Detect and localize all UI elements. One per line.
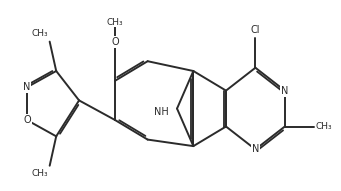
Text: O: O: [111, 37, 119, 47]
Text: CH₃: CH₃: [107, 18, 123, 27]
Text: N: N: [281, 86, 288, 96]
Text: CH₃: CH₃: [316, 122, 332, 131]
Text: O: O: [23, 115, 31, 125]
Text: CH₃: CH₃: [31, 29, 48, 38]
Text: N: N: [252, 144, 259, 154]
Text: CH₃: CH₃: [31, 169, 48, 178]
Text: NH: NH: [154, 107, 169, 117]
Text: N: N: [23, 82, 30, 92]
Text: Cl: Cl: [251, 25, 260, 35]
